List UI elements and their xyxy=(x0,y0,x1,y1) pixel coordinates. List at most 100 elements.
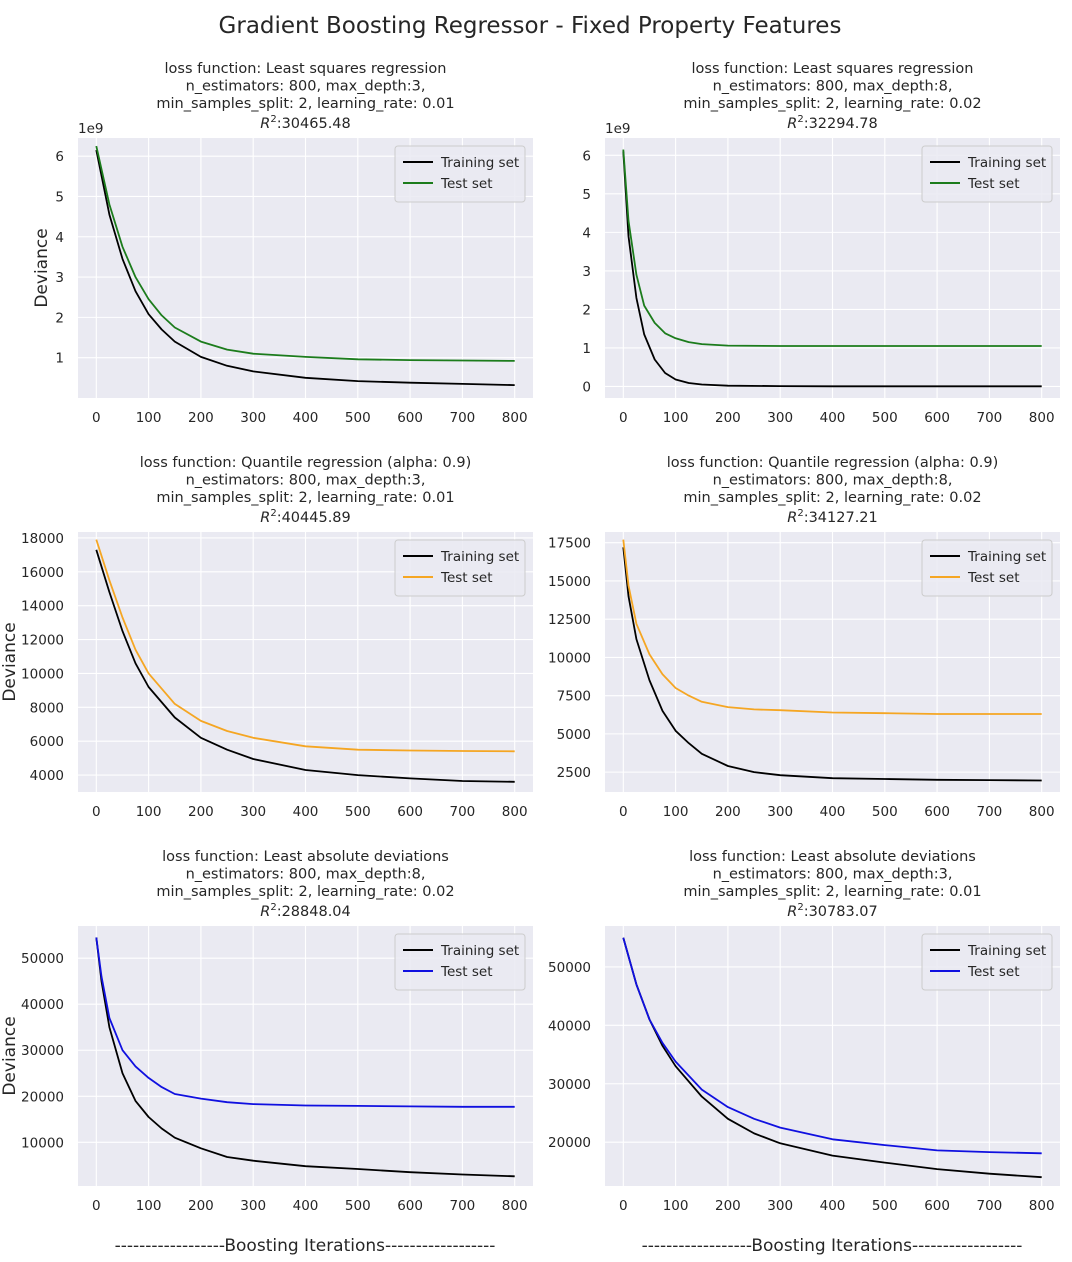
legend-label: Training set xyxy=(967,943,1046,959)
subplot-title-line: loss function: Least absolute deviations xyxy=(689,849,976,865)
subplot-2: loss function: Least squares regression n… xyxy=(582,61,1060,426)
subplot-title-line: loss function: Least squares regression xyxy=(165,61,447,77)
y-axis-label: Deviance xyxy=(0,1016,20,1095)
series-line-test-set xyxy=(95,937,515,1108)
y-tick-label: 20000 xyxy=(548,1135,591,1151)
x-tick-label: 700 xyxy=(977,1198,1003,1214)
y-tick-label: 30000 xyxy=(21,1043,64,1059)
subplot-4: loss function: Quantile regression (alph… xyxy=(548,455,1060,820)
x-tick-label: 400 xyxy=(820,410,846,426)
y-tick-label: 2500 xyxy=(557,765,591,781)
subplot-title-line: min_samples_split: 2, learning_rate: 0.0… xyxy=(683,884,981,900)
y-tick-label: 40000 xyxy=(548,1018,591,1034)
subplot-title-line: min_samples_split: 2, learning_rate: 0.0… xyxy=(683,490,981,506)
legend-label: Training set xyxy=(967,549,1046,565)
legend-box xyxy=(394,145,526,203)
x-tick-label: 0 xyxy=(619,1198,628,1214)
legend-label: Training set xyxy=(967,155,1046,171)
y-tick-label: 2 xyxy=(55,310,64,326)
subplot-title-line: loss function: Least absolute deviations xyxy=(162,849,449,865)
x-tick-label: 300 xyxy=(767,1198,793,1214)
x-tick-label: 700 xyxy=(450,804,476,820)
series-line-training-set xyxy=(95,149,515,386)
y-axis-label: Deviance xyxy=(0,622,20,701)
legend-box xyxy=(921,145,1053,203)
y-tick-label: 10000 xyxy=(21,666,64,682)
subplot-title-line: n_estimators: 800, max_depth:3, xyxy=(713,867,953,883)
r2-label: R2:28848.04 xyxy=(260,902,351,920)
x-tick-label: 0 xyxy=(619,804,628,820)
y-tick-label: 1 xyxy=(582,341,591,357)
y-tick-label: 4000 xyxy=(30,768,64,784)
x-axis-label-right: ------------------Boosting Iterations---… xyxy=(642,1236,1023,1256)
x-tick-label: 0 xyxy=(619,410,628,426)
x-tick-label: 600 xyxy=(397,1198,423,1214)
x-tick-label: 100 xyxy=(136,804,162,820)
x-tick-label: 500 xyxy=(345,410,371,426)
series-line-test-set xyxy=(622,539,1042,715)
x-tick-label: 700 xyxy=(977,804,1003,820)
x-tick-label: 500 xyxy=(872,410,898,426)
y-tick-label: 8000 xyxy=(30,700,64,716)
y-tick-label: 10000 xyxy=(548,650,591,666)
x-tick-label: 600 xyxy=(924,804,950,820)
x-tick-label: 300 xyxy=(767,410,793,426)
x-tick-label: 600 xyxy=(924,410,950,426)
x-tick-label: 100 xyxy=(136,410,162,426)
subplot-grid: loss function: Least squares regression n… xyxy=(0,61,1060,1214)
x-tick-label: 600 xyxy=(397,410,423,426)
series-line-test-set xyxy=(622,149,1042,347)
legend: Training set Test set xyxy=(921,933,1053,991)
r2-label: R2:30783.07 xyxy=(787,902,878,920)
y-tick-label: 0 xyxy=(582,379,591,395)
subplot-title-line: loss function: Quantile regression (alph… xyxy=(667,455,999,471)
x-tick-label: 500 xyxy=(345,804,371,820)
subplot-title-line: n_estimators: 800, max_depth:3, xyxy=(186,79,426,95)
x-tick-label: 400 xyxy=(820,804,846,820)
x-tick-label: 300 xyxy=(240,804,266,820)
x-tick-label: 200 xyxy=(188,410,214,426)
y-tick-label: 50000 xyxy=(21,951,64,967)
y-tick-label: 1 xyxy=(55,351,64,367)
x-tick-label: 500 xyxy=(872,1198,898,1214)
r2-label: R2:32294.78 xyxy=(787,114,878,132)
x-tick-label: 100 xyxy=(663,410,689,426)
y-tick-label: 30000 xyxy=(548,1077,591,1093)
legend-label: Test set xyxy=(967,964,1020,980)
y-tick-label: 40000 xyxy=(21,997,64,1013)
x-tick-label: 800 xyxy=(1029,410,1055,426)
figure-title: Gradient Boosting Regressor - Fixed Prop… xyxy=(219,13,842,39)
subplot-6: loss function: Least absolute deviations… xyxy=(548,849,1060,1214)
legend-label: Test set xyxy=(440,964,493,980)
legend-box xyxy=(394,539,526,597)
subplot-title-line: min_samples_split: 2, learning_rate: 0.0… xyxy=(683,96,981,112)
x-tick-label: 200 xyxy=(188,1198,214,1214)
y-tick-label: 14000 xyxy=(21,599,64,615)
legend-box xyxy=(921,933,1053,991)
x-tick-label: 800 xyxy=(502,410,528,426)
y-tick-label: 3 xyxy=(582,264,591,280)
y-tick-label: 15000 xyxy=(548,574,591,590)
x-tick-label: 800 xyxy=(1029,1198,1055,1214)
series-line-test-set xyxy=(95,145,515,362)
y-tick-label: 17500 xyxy=(548,536,591,552)
series-line-training-set xyxy=(622,151,1042,388)
legend-label: Test set xyxy=(440,176,493,192)
x-tick-label: 400 xyxy=(293,410,319,426)
legend: Training set Test set xyxy=(394,539,526,597)
x-tick-label: 400 xyxy=(293,1198,319,1214)
r2-label: R2:40445.89 xyxy=(260,508,351,526)
x-tick-label: 400 xyxy=(293,804,319,820)
series-line-test-set xyxy=(622,937,1042,1155)
series-line-training-set xyxy=(622,547,1042,782)
legend: Training set Test set xyxy=(394,933,526,991)
legend-label: Training set xyxy=(440,943,519,959)
x-tick-label: 100 xyxy=(136,1198,162,1214)
y-tick-label: 5000 xyxy=(557,727,591,743)
y-tick-label: 4 xyxy=(55,230,64,246)
legend-label: Test set xyxy=(967,570,1020,586)
legend-box xyxy=(394,933,526,991)
x-tick-label: 800 xyxy=(502,1198,528,1214)
x-tick-label: 700 xyxy=(977,410,1003,426)
